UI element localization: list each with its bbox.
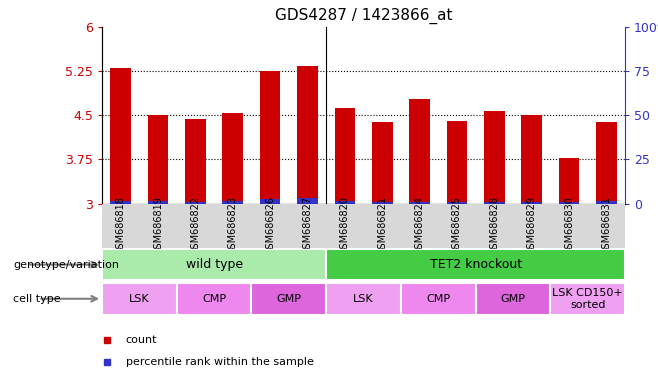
- Text: GSM686826: GSM686826: [265, 196, 275, 255]
- Text: CMP: CMP: [202, 294, 226, 304]
- Text: count: count: [126, 335, 157, 345]
- Bar: [372, 202, 393, 204]
- FancyBboxPatch shape: [102, 204, 625, 248]
- Text: percentile rank within the sample: percentile rank within the sample: [126, 358, 313, 367]
- Bar: [521, 202, 542, 204]
- Text: GSM686822: GSM686822: [190, 196, 201, 255]
- Bar: [148, 115, 168, 204]
- Text: GSM686827: GSM686827: [303, 196, 313, 255]
- FancyBboxPatch shape: [401, 283, 476, 315]
- Bar: [372, 122, 393, 204]
- Text: GSM686820: GSM686820: [340, 196, 350, 255]
- Text: wild type: wild type: [186, 258, 243, 271]
- Bar: [111, 200, 131, 204]
- Text: GSM686831: GSM686831: [601, 196, 611, 255]
- Text: GSM686818: GSM686818: [116, 196, 126, 255]
- Bar: [260, 199, 280, 204]
- Bar: [559, 202, 579, 204]
- FancyBboxPatch shape: [326, 283, 401, 315]
- Text: GMP: GMP: [501, 294, 526, 304]
- Text: LSK CD150+
sorted: LSK CD150+ sorted: [552, 288, 623, 310]
- FancyBboxPatch shape: [476, 283, 550, 315]
- Text: LSK: LSK: [129, 294, 149, 304]
- Bar: [148, 201, 168, 204]
- Bar: [111, 68, 131, 204]
- Text: CMP: CMP: [426, 294, 450, 304]
- Bar: [521, 115, 542, 204]
- Bar: [447, 121, 467, 204]
- Bar: [596, 201, 617, 204]
- Bar: [185, 119, 206, 204]
- Bar: [559, 158, 579, 204]
- Text: GSM686830: GSM686830: [564, 196, 574, 255]
- FancyBboxPatch shape: [251, 283, 326, 315]
- Text: GSM686828: GSM686828: [490, 196, 499, 255]
- Bar: [297, 66, 318, 204]
- Bar: [297, 198, 318, 204]
- Text: GSM686829: GSM686829: [526, 196, 537, 255]
- Text: LSK: LSK: [353, 294, 374, 304]
- Bar: [222, 201, 243, 204]
- Text: cell type: cell type: [13, 294, 61, 304]
- Bar: [185, 202, 206, 204]
- Bar: [484, 202, 505, 204]
- Bar: [596, 122, 617, 204]
- FancyBboxPatch shape: [102, 250, 326, 280]
- FancyBboxPatch shape: [102, 283, 177, 315]
- Bar: [334, 108, 355, 204]
- FancyBboxPatch shape: [550, 283, 625, 315]
- Text: GMP: GMP: [276, 294, 301, 304]
- Text: genotype/variation: genotype/variation: [13, 260, 119, 270]
- Text: TET2 knockout: TET2 knockout: [430, 258, 522, 271]
- Text: GSM686819: GSM686819: [153, 196, 163, 255]
- Text: GSM686821: GSM686821: [377, 196, 387, 255]
- Text: GSM686823: GSM686823: [228, 196, 238, 255]
- FancyBboxPatch shape: [177, 283, 251, 315]
- Bar: [334, 201, 355, 204]
- Bar: [484, 111, 505, 204]
- Text: GSM686824: GSM686824: [415, 196, 424, 255]
- Bar: [409, 99, 430, 204]
- FancyBboxPatch shape: [326, 250, 625, 280]
- Bar: [222, 113, 243, 204]
- Text: GSM686825: GSM686825: [452, 196, 462, 255]
- Bar: [447, 202, 467, 204]
- Title: GDS4287 / 1423866_at: GDS4287 / 1423866_at: [275, 8, 452, 24]
- Bar: [260, 71, 280, 204]
- Bar: [409, 202, 430, 204]
